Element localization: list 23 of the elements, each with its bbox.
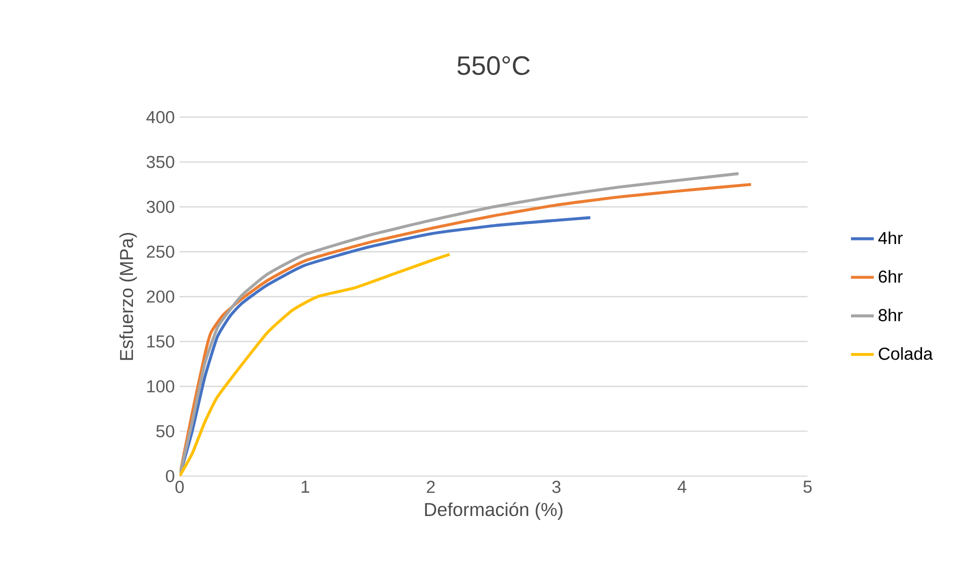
y-tick-label: 100 [147,380,174,392]
y-tick-label: 0 [166,470,174,482]
x-tick-label: 4 [678,480,686,493]
y-axis-title: Esfuerzo (MPa) [119,232,137,360]
x-tick-label: 1 [302,480,310,493]
x-tick-label: 5 [803,480,812,493]
line-series [180,252,452,476]
x-tick-label: 2 [426,480,435,493]
legend-label: 8hr [878,308,903,322]
y-tick-label: 350 [146,156,174,168]
x-tick-label: 0 [175,480,184,494]
legend-label: Colada [878,347,933,360]
x-tick-label: 3 [552,480,560,494]
chart-title: 550°C [457,56,530,76]
y-tick-label: 250 [146,246,174,258]
y-tick-label: 400 [146,110,174,124]
y-tick-label: 300 [146,200,174,213]
legend-label: 6hr [878,270,903,283]
y-tick-label: 200 [146,290,174,303]
y-tick-label: 50 [156,425,174,438]
x-axis-title: Deformación (%) [425,502,562,520]
legend-label: 4hr [878,231,903,244]
y-tick-label: 150 [147,335,174,348]
